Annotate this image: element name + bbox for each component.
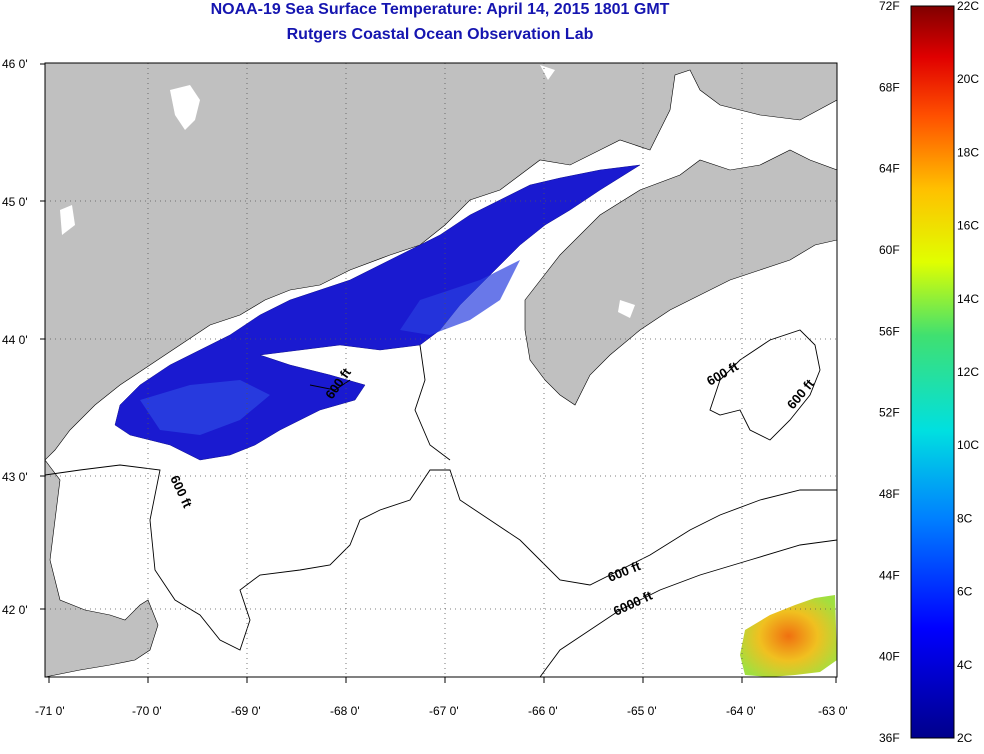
colorbar-celsius-label: 2C	[957, 731, 973, 745]
map-frame	[44, 62, 838, 678]
colorbar-celsius-label: 8C	[957, 511, 973, 525]
colorbar-fahrenheit-label: 56F	[879, 324, 900, 338]
land-nova-scotia	[524, 149, 837, 406]
lat-tick-label: 44 0'	[2, 333, 28, 347]
map-area	[45, 63, 837, 677]
lon-tick-label: -71 0'	[35, 704, 65, 718]
grid-lines	[45, 63, 837, 677]
colorbar-celsius-label: 16C	[957, 219, 979, 233]
land-mainland	[45, 63, 837, 461]
lon-tick-label: -63 0'	[818, 704, 848, 718]
colorbar-celsius-label: 18C	[957, 145, 979, 159]
lon-tick-label: -66 0'	[528, 704, 558, 718]
map-subtitle: Rutgers Coastal Ocean Observation Lab	[286, 26, 594, 43]
lat-tick-label: 42 0'	[2, 603, 28, 617]
colorbar-fahrenheit-label: 40F	[879, 650, 900, 664]
map-title: NOAA-19 Sea Surface Temperature: April 1…	[210, 1, 670, 18]
land-massachusetts	[45, 459, 159, 677]
colorbar-fahrenheit-label: 48F	[879, 487, 900, 501]
colorbar-celsius-label: 12C	[957, 365, 979, 379]
colorbar-fahrenheit-label: 52F	[879, 406, 900, 420]
colorbar-fahrenheit-label: 64F	[879, 162, 900, 176]
lon-tick-label: -67 0'	[429, 704, 459, 718]
colorbar-fahrenheit-label: 60F	[879, 243, 900, 257]
colorbar-fahrenheit-label: 44F	[879, 568, 900, 582]
lon-tick-label: -65 0'	[627, 704, 657, 718]
colorbar-celsius-label: 6C	[957, 585, 973, 599]
colorbar-fahrenheit-label: 72F	[879, 0, 900, 13]
lon-tick-label: -69 0'	[231, 704, 261, 718]
colorbar-celsius-label: 14C	[957, 292, 979, 306]
lon-tick-label: -64 0'	[726, 704, 756, 718]
colorbar-celsius-label: 20C	[957, 72, 979, 86]
colorbar-celsius-label: 22C	[957, 0, 979, 13]
colorbar-celsius-label: 4C	[957, 658, 973, 672]
colorbar: 72F 68F 64F 60F 56F 52F 48F 44F 40F 36F 22C 20C 18C…	[879, 0, 979, 745]
colorbar-gradient	[910, 5, 955, 739]
lon-tick-label: -70 0'	[132, 704, 162, 718]
lat-tick-label: 46 0'	[2, 57, 28, 71]
lat-tick-label: 45 0'	[2, 195, 28, 209]
colorbar-celsius-label: 10C	[957, 438, 979, 452]
lon-axis: -71 0' -70 0' -69 0' -68 0' -67 0' -66 0…	[35, 677, 848, 718]
lat-axis: 46 0' 45 0' 44 0' 43 0' 42 0'	[2, 57, 45, 617]
lon-tick-label: -68 0'	[330, 704, 360, 718]
sst-warm-water	[740, 595, 837, 677]
colorbar-fahrenheit-label: 68F	[879, 80, 900, 94]
colorbar-fahrenheit-label: 36F	[879, 731, 900, 745]
lat-tick-label: 43 0'	[2, 470, 28, 484]
